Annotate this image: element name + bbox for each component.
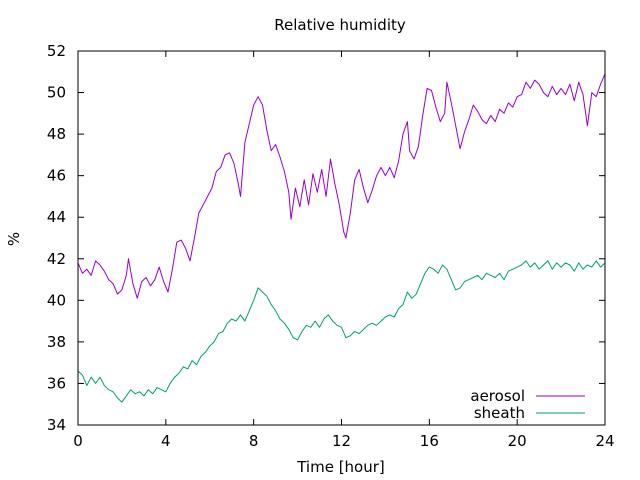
x-tick-label: 20 bbox=[508, 432, 527, 450]
y-tick-label: 52 bbox=[47, 42, 66, 60]
x-tick-label: 16 bbox=[420, 432, 439, 450]
y-tick-label: 38 bbox=[47, 333, 66, 351]
y-tick-label: 46 bbox=[47, 167, 66, 185]
y-tick-label: 34 bbox=[47, 416, 66, 434]
series-layer bbox=[77, 73, 606, 403]
series-line-aerosol bbox=[77, 73, 606, 299]
x-tick-label: 8 bbox=[249, 432, 259, 450]
x-tick-label: 24 bbox=[595, 432, 614, 450]
y-tick-label: 40 bbox=[47, 291, 66, 309]
series-line-sheath bbox=[77, 260, 606, 403]
legend-label-sheath: sheath bbox=[474, 404, 525, 422]
y-tick-label: 48 bbox=[47, 125, 66, 143]
legend-label-aerosol: aerosol bbox=[470, 387, 525, 405]
chart-title: Relative humidity bbox=[274, 16, 406, 34]
x-tick-label: 12 bbox=[332, 432, 351, 450]
plot-frame bbox=[77, 50, 606, 426]
x-axis-label: Time [hour] bbox=[296, 458, 385, 476]
y-tick-label: 50 bbox=[47, 84, 66, 102]
y-tick-label: 42 bbox=[47, 250, 66, 268]
y-axis-label: % bbox=[5, 232, 23, 246]
y-tick-label: 36 bbox=[47, 374, 66, 392]
x-tick-label: 0 bbox=[73, 432, 83, 450]
x-tick-label: 4 bbox=[161, 432, 171, 450]
y-tick-label: 44 bbox=[47, 208, 66, 226]
